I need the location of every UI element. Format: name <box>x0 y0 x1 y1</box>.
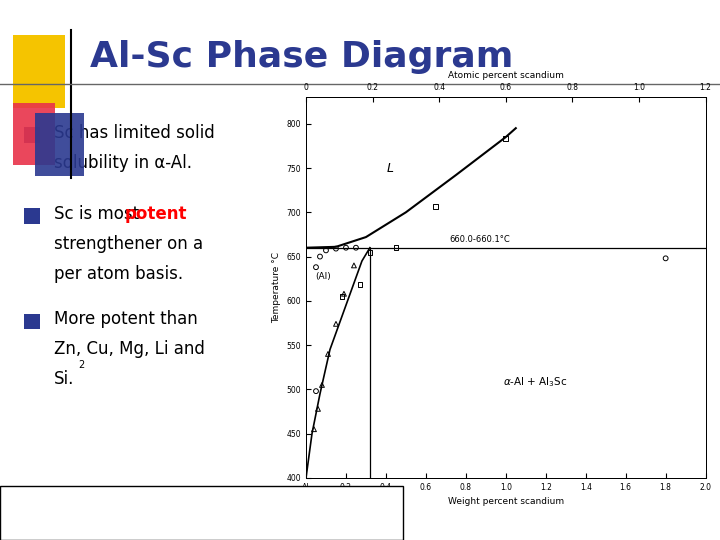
Text: ¹Hyland, Met. Trans. A, 23A (1992) 1947-1955.: ¹Hyland, Met. Trans. A, 23A (1992) 1947-… <box>6 490 242 499</box>
Text: Sc has limited solid: Sc has limited solid <box>54 124 215 142</box>
Point <box>500 134 511 143</box>
Point <box>330 244 342 253</box>
Text: 660.0-660.1°C: 660.0-660.1°C <box>450 235 510 244</box>
Text: (Al): (Al) <box>315 272 331 281</box>
Point <box>320 246 332 255</box>
Point <box>660 254 672 262</box>
Text: per atom basis.: per atom basis. <box>54 265 183 282</box>
Point <box>330 320 342 328</box>
Point <box>312 404 324 413</box>
Text: Zn, Cu, Mg, Li and: Zn, Cu, Mg, Li and <box>54 340 205 358</box>
Point <box>310 263 322 272</box>
Text: $\alpha$-Al + Al$_3$Sc: $\alpha$-Al + Al$_3$Sc <box>503 375 568 389</box>
Bar <box>24 127 40 143</box>
Point <box>323 349 334 358</box>
Bar <box>13 103 55 165</box>
Text: L: L <box>387 163 393 176</box>
Point <box>354 281 366 289</box>
Point <box>350 244 361 252</box>
Bar <box>13 35 65 108</box>
Point <box>390 244 402 252</box>
Bar <box>24 314 40 329</box>
Text: Sc is most: Sc is most <box>54 205 145 223</box>
Text: potent: potent <box>125 205 187 223</box>
X-axis label: Atomic percent scandium: Atomic percent scandium <box>448 71 564 80</box>
Bar <box>35 113 84 176</box>
Text: Si.: Si. <box>54 370 74 388</box>
Point <box>308 425 320 434</box>
X-axis label: Weight percent scandium: Weight percent scandium <box>448 497 564 507</box>
Text: ²Drits M Ye., Ber LB , Bykov YG, Toropova LS, Anastas'eva
GK, Phys. Met. Metall.: ²Drits M Ye., Ber LB , Bykov YG, Toropov… <box>6 503 305 525</box>
Point <box>348 261 360 270</box>
Bar <box>24 208 40 224</box>
Text: solubility in α-Al.: solubility in α-Al. <box>54 154 192 172</box>
Point <box>341 244 352 252</box>
Text: Al-Sc Phase Diagram: Al-Sc Phase Diagram <box>90 40 513 73</box>
Y-axis label: Temperature °C: Temperature °C <box>272 252 281 323</box>
Point <box>336 292 348 301</box>
Point <box>314 252 325 261</box>
Text: More potent than: More potent than <box>54 310 198 328</box>
Text: strengthener on a: strengthener on a <box>54 235 203 253</box>
Point <box>316 381 328 389</box>
Point <box>430 202 441 211</box>
Point <box>338 289 350 298</box>
Text: 2: 2 <box>78 360 84 370</box>
Point <box>310 387 322 395</box>
Point <box>364 248 376 256</box>
